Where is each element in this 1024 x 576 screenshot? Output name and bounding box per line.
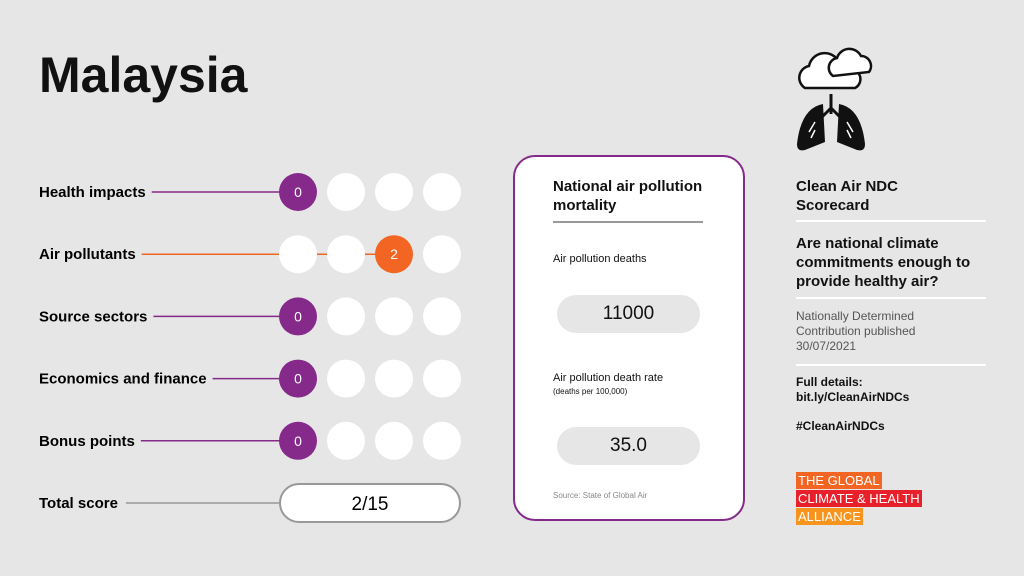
source: Source: State of Global Air — [553, 491, 648, 500]
logo-line: THE GLOBAL — [796, 472, 882, 489]
divider — [796, 364, 986, 366]
row-label: Health impacts — [39, 184, 146, 201]
rate-label: Air pollution death rate — [553, 372, 664, 384]
score-value: 0 — [294, 433, 302, 449]
deaths-value: 11000 — [557, 295, 700, 333]
deaths-label: Air pollution deaths — [553, 253, 647, 265]
empty-dot — [375, 421, 413, 460]
rate-unit: (deaths per 100,000) — [553, 387, 628, 396]
empty-dot — [423, 297, 461, 336]
empty-dot — [327, 173, 365, 211]
score-value: 0 — [294, 308, 302, 324]
logo-line: CLIMATE & HEALTH — [796, 490, 922, 507]
empty-dot — [327, 421, 365, 460]
rate-value: 35.0 — [557, 427, 700, 465]
empty-dot — [423, 173, 461, 211]
score-value: 2 — [390, 246, 398, 262]
empty-dot — [327, 297, 365, 336]
mortality-card: National air pollution mortality Air pol… — [513, 155, 745, 521]
row-label: Economics and finance — [39, 371, 207, 388]
empty-dot — [279, 235, 317, 274]
row-label: Source sectors — [39, 308, 147, 325]
score-dot — [279, 421, 317, 460]
empty-dot — [423, 421, 461, 460]
score-dot — [279, 359, 317, 398]
published: Nationally Determined Contribution publi… — [796, 309, 916, 353]
divider — [796, 220, 986, 222]
row-label: Bonus points — [39, 433, 135, 450]
score-dot — [279, 173, 317, 211]
logo: THE GLOBAL CLIMATE & HEALTH ALLIANCE — [796, 472, 922, 526]
score-dot — [279, 297, 317, 336]
divider — [796, 297, 986, 299]
row-label: Air pollutants — [39, 246, 136, 263]
divider — [553, 221, 703, 223]
empty-dot — [423, 235, 461, 274]
score-value: 0 — [294, 371, 302, 387]
score-dot — [375, 235, 413, 274]
score-value: 0 — [294, 184, 302, 200]
total-pill — [279, 483, 461, 523]
sidebar-question: Are national climate commitments enough … — [796, 235, 971, 290]
hashtag: #CleanAirNDCs — [796, 419, 885, 433]
total-label: Total score — [39, 495, 118, 512]
empty-dot — [375, 359, 413, 398]
empty-dot — [327, 359, 365, 398]
empty-dot — [375, 297, 413, 336]
sidebar-heading: Clean Air NDC Scorecard — [796, 178, 898, 214]
lungs-icon — [797, 47, 873, 151]
details-label: Full details: — [796, 375, 863, 389]
total-value: 2/15 — [352, 494, 389, 515]
score-rows: Health impacts 0 Air pollutants 2 Source sec… — [39, 173, 461, 523]
empty-dot — [423, 359, 461, 398]
empty-dot — [375, 173, 413, 211]
card-title: National air pollution mortality — [553, 178, 703, 214]
details-link[interactable]: bit.ly/CleanAirNDCs — [796, 390, 910, 404]
logo-line: ALLIANCE — [796, 508, 863, 525]
empty-dot — [327, 235, 365, 274]
country-title: Malaysia — [39, 47, 248, 103]
